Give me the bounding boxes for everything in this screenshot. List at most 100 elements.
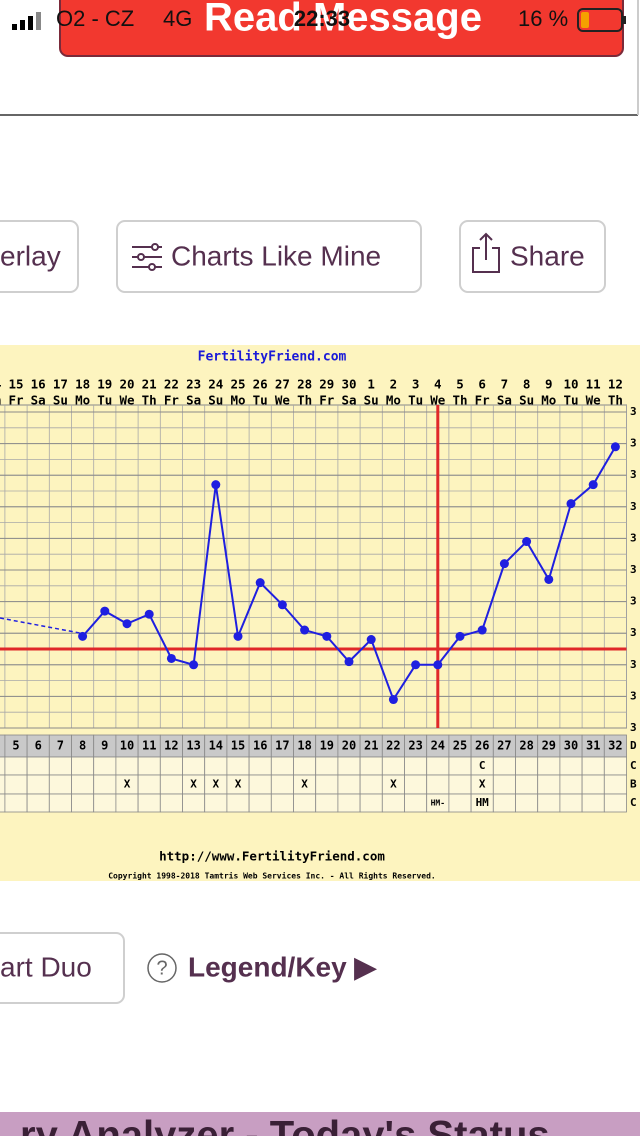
- button-label[interactable]: Charts Like Mine: [171, 240, 381, 271]
- table-cell: [603, 774, 627, 795]
- table-cell: [581, 793, 605, 813]
- y-tick-label: 3: [630, 468, 637, 481]
- temperature-point: [344, 657, 354, 667]
- weekday-label: Sa: [497, 393, 512, 408]
- weekday-label: We: [275, 393, 291, 408]
- table-cell: [448, 774, 472, 795]
- table-cell: [26, 793, 50, 813]
- chart-url: http://www.FertilityFriend.com: [159, 849, 385, 864]
- cycle-day-label: 5: [12, 739, 19, 753]
- date-label: 5: [456, 377, 464, 392]
- weekday-label: Th: [608, 393, 623, 408]
- table-cell: [270, 793, 294, 813]
- date-label: 4: [0, 377, 2, 392]
- table-cell: [270, 756, 294, 776]
- date-label: 2: [390, 377, 398, 392]
- weekday-label: Fr: [8, 393, 24, 408]
- date-label: 3: [412, 377, 420, 392]
- weekday-label: Sa: [186, 393, 201, 408]
- row-marker: X: [235, 778, 242, 791]
- cycle-day-label: 7: [57, 739, 64, 753]
- temperature-point: [499, 559, 509, 569]
- table-cell: [248, 793, 272, 813]
- table-cell: [204, 756, 228, 776]
- cycle-day-label: 14: [209, 739, 223, 753]
- filter-icon: [132, 243, 162, 271]
- table-cell: [4, 793, 28, 813]
- cycle-day-label: 32: [608, 739, 622, 753]
- table-cell: [448, 756, 472, 776]
- weekday-label: Tu: [97, 393, 112, 408]
- table-cell: [381, 756, 405, 776]
- weekday-label: Su: [53, 393, 68, 408]
- cycle-day-label: 16: [253, 739, 267, 753]
- table-cell: [137, 756, 161, 776]
- table-cell: [359, 756, 383, 776]
- temperature-point: [610, 442, 620, 452]
- cycle-day-label: 19: [320, 739, 334, 753]
- cycle-day-label: 21: [364, 739, 378, 753]
- table-cell: [581, 774, 605, 795]
- banner-text[interactable]: Read Message: [204, 0, 482, 40]
- table-cell: [559, 756, 583, 776]
- cycle-day-label: 17: [275, 739, 289, 753]
- cycle-day-label: 28: [519, 739, 533, 753]
- date-label: 23: [186, 377, 201, 392]
- charts-like-mine-button[interactable]: [116, 220, 422, 293]
- row-marker: X: [212, 778, 219, 791]
- weekday-label: n: [0, 393, 2, 408]
- temperature-point: [588, 480, 598, 490]
- weekday-label: Sa: [31, 393, 46, 408]
- table-cell: [159, 793, 183, 813]
- cycle-day-label: 11: [142, 739, 156, 753]
- weekday-label: Su: [519, 393, 534, 408]
- weekday-label: We: [430, 393, 446, 408]
- cycle-day-label: 12: [164, 739, 178, 753]
- table-cell: [337, 774, 361, 795]
- table-cell: [359, 793, 383, 813]
- chart-copyright: Copyright 1998-2018 Tamtris Web Services…: [108, 871, 436, 881]
- share-button[interactable]: [459, 220, 606, 293]
- button-label[interactable]: art Duo: [0, 951, 92, 982]
- chart-duo-button[interactable]: [0, 932, 125, 1004]
- overlay-button[interactable]: [0, 220, 79, 293]
- help-icon-text[interactable]: ?: [156, 957, 167, 979]
- weekday-label: Th: [297, 393, 312, 408]
- cycle-day-label: 20: [342, 739, 356, 753]
- row-marker: X: [124, 778, 131, 791]
- table-cell: [159, 774, 183, 795]
- button-label[interactable]: Share: [510, 240, 585, 271]
- chart-title: FertilityFriend.com: [198, 350, 347, 365]
- table-cell: [0, 734, 6, 758]
- help-icon[interactable]: [147, 953, 177, 983]
- carrier: O2 - CZ: [56, 6, 134, 31]
- cycle-day-label: 31: [586, 739, 600, 753]
- y-tick-label: 3: [630, 405, 637, 418]
- y-tick-label: 3: [630, 658, 637, 671]
- table-cell: [0, 793, 6, 813]
- table-cell: [48, 793, 72, 813]
- table-cell: [137, 793, 161, 813]
- table-cell: [381, 793, 405, 813]
- bottom-bar: [0, 1112, 640, 1136]
- weekday-label: Mo: [386, 393, 401, 408]
- table-cell: [515, 774, 539, 795]
- weekday-label: Tu: [563, 393, 578, 408]
- button-label[interactable]: erlay: [0, 240, 61, 271]
- legend-link[interactable]: Legend/Key ▶: [188, 951, 377, 982]
- row-label: D: [630, 739, 637, 752]
- row-marker: X: [390, 778, 397, 791]
- y-tick-label: 3: [630, 595, 637, 608]
- date-label: 22: [164, 377, 179, 392]
- date-label: 24: [208, 377, 223, 392]
- temperature-point: [411, 660, 421, 670]
- cycle-day-label: 24: [431, 739, 445, 753]
- cycle-day-label: 27: [497, 739, 511, 753]
- temperature-point: [255, 578, 265, 588]
- temperature-point: [388, 695, 398, 705]
- cycle-day-label: 25: [453, 739, 467, 753]
- table-cell: [182, 793, 206, 813]
- temperature-point: [566, 499, 576, 509]
- table-cell: [93, 793, 117, 813]
